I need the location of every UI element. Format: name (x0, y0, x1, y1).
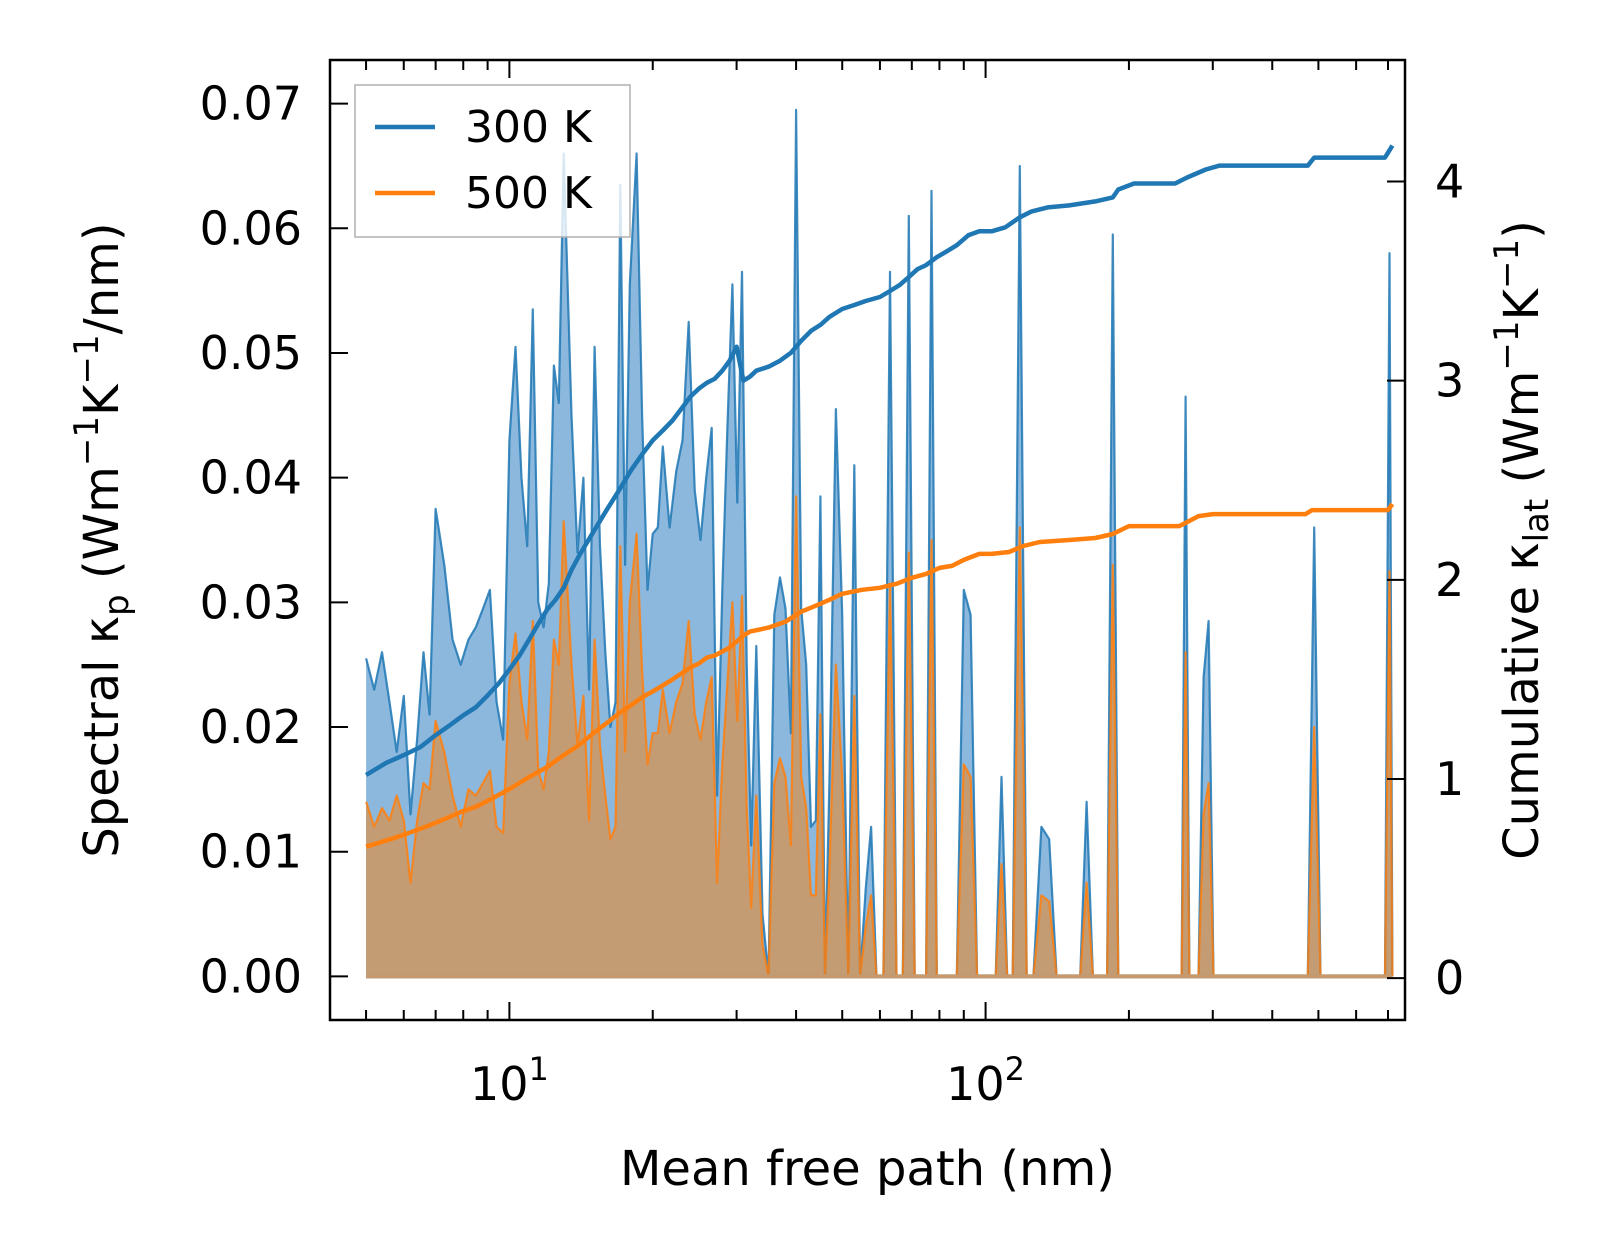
axis-titles: Mean free path (nm) Spectral κp (Wm−1K−1/… (67, 220, 1557, 1197)
y-left-tick-label: 0.00 (200, 949, 302, 1003)
y-left-tick-label: 0.03 (200, 575, 302, 629)
tick-layer: 101 102 0.00 0.01 0.02 0.03 0.04 0.05 0.06 0.07 0 1… (200, 60, 1464, 1111)
cumulative-line-300k (364, 144, 1395, 777)
plot-frame (328, 58, 1407, 1022)
y-left-tick-label: 0.05 (200, 326, 302, 380)
y-left-tick-label: 0.01 (200, 825, 302, 879)
y-left-axis-title: Spectral κp (Wm−1K−1/nm) (67, 222, 137, 857)
cumulative-line-500k (365, 502, 1395, 849)
y-left-tick-label: 0.04 (200, 451, 302, 505)
y-left-tick-label: 0.02 (200, 700, 302, 754)
legend-label-500k: 500 K (465, 168, 593, 219)
x-tick-label: 101 (470, 1050, 549, 1111)
y-right-tick-label: 2 (1435, 553, 1464, 607)
y-left-tick-label: 0.06 (200, 201, 302, 255)
y-right-tick-label: 0 (1435, 951, 1464, 1005)
y-right-tick-label: 3 (1435, 354, 1464, 408)
y-left-tick-label: 0.07 (200, 77, 302, 131)
legend-label-300k: 300 K (465, 102, 593, 153)
legend: 300 K 500 K (354, 84, 631, 238)
y-right-axis-title: Cumulative κlat (Wm−1K−1) (1487, 220, 1557, 860)
series-layer (364, 108, 1395, 979)
x-axis-title: Mean free path (nm) (620, 1141, 1115, 1197)
spectral-area-500k (366, 496, 1393, 977)
y-right-tick-label: 1 (1435, 752, 1464, 806)
y-right-tick-label: 4 (1435, 154, 1464, 208)
legend-box (354, 84, 631, 238)
x-tick-label: 102 (946, 1050, 1025, 1111)
